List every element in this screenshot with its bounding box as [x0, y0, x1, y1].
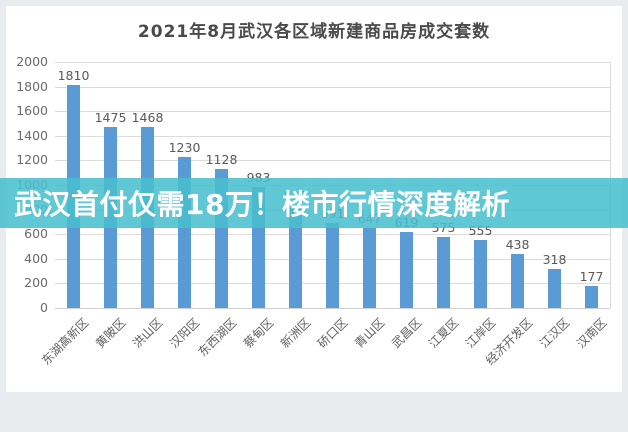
bar-value-label: 177: [579, 269, 604, 285]
y-axis-tick-label: 1400: [16, 127, 48, 143]
bar-value-label: 438: [505, 237, 530, 253]
bar: [326, 223, 339, 308]
bar-value-label: 1475: [94, 109, 127, 125]
bar: [474, 239, 487, 308]
bar-value-label: 1468: [131, 110, 164, 126]
bar-value-label: 1128: [205, 152, 238, 168]
chart-title: 2021年8月武汉各区域新建商品房成交套数: [137, 22, 491, 42]
bar: [548, 268, 561, 308]
y-axis-tick-label: 400: [24, 250, 48, 266]
y-axis-tick-label: 200: [24, 275, 48, 291]
promo-banner-text: 武汉首付仅需18万！楼市行情深度解析: [14, 188, 510, 221]
gridline: [55, 308, 610, 309]
y-axis-tick-label: 600: [24, 226, 48, 242]
gridline: [55, 135, 610, 137]
y-axis-tick-label: 1600: [16, 103, 48, 119]
gridline: [55, 62, 610, 63]
bar: [363, 228, 376, 308]
bar-value-label: 318: [542, 251, 567, 267]
y-axis-tick-label: 1200: [16, 152, 48, 168]
bar: [437, 237, 450, 308]
gridline: [55, 86, 610, 88]
bar-value-label: 1230: [168, 139, 201, 155]
bar: [400, 231, 413, 308]
gridline: [55, 160, 610, 162]
y-axis-tick-label: 0: [40, 300, 48, 315]
bar-value-label: 1810: [57, 68, 90, 84]
bar: [511, 254, 524, 308]
screenshot-root: { "chart_data": { "type": "bar", "title"…: [0, 6, 628, 392]
promo-banner: 武汉首付仅需18万！楼市行情深度解析: [0, 178, 628, 228]
y-axis-tick-label: 2000: [16, 54, 48, 69]
gridline: [55, 111, 610, 113]
bar: [585, 286, 598, 308]
bar: [289, 205, 302, 308]
y-axis-tick-label: 1800: [16, 78, 48, 94]
